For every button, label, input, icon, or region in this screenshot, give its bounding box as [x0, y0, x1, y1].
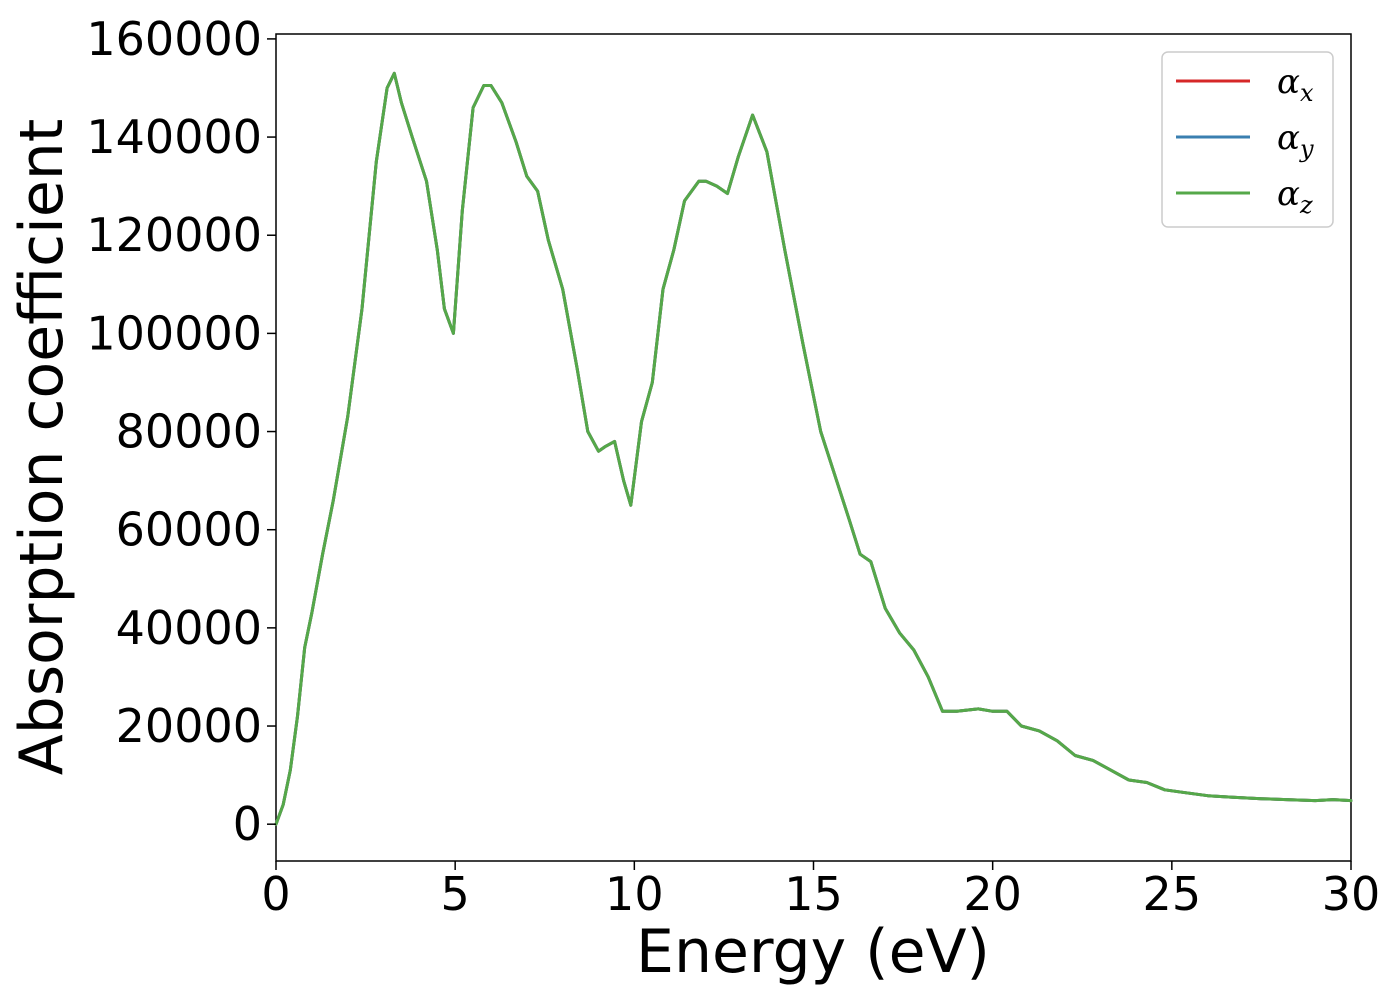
- series-line-2: [274, 71, 1353, 826]
- y-tick-label: 100000: [86, 306, 262, 360]
- y-tick-label: 120000: [86, 208, 262, 262]
- x-axis: 0 5 10 15 20 25 30: [261, 861, 1380, 921]
- legend-entries: αx αy αz: [1176, 62, 1314, 219]
- y-axis: 0 20000 40000 60000 80000 100000 120000 140000 1…: [86, 12, 276, 851]
- legend-box: [1161, 51, 1334, 228]
- y-axis-label: Absorption coefficient: [7, 119, 77, 776]
- y-tick-label: 40000: [116, 601, 262, 655]
- x-tick-label: 15: [784, 867, 843, 921]
- series-layer: [274, 71, 1353, 826]
- y-tick-label: 140000: [86, 110, 262, 164]
- y-tick-label: 60000: [116, 503, 262, 557]
- legend-label-y: αy: [1277, 118, 1314, 163]
- x-tick-label: 0: [261, 867, 290, 921]
- x-tick-label: 10: [605, 867, 664, 921]
- x-tick-label: 30: [1322, 867, 1381, 921]
- y-tick-label: 160000: [86, 12, 262, 66]
- y-tick-label: 20000: [116, 699, 262, 753]
- x-axis-label: Energy (eV): [636, 917, 990, 987]
- x-tick-label: 5: [441, 867, 470, 921]
- legend-label-z: αz: [1277, 174, 1313, 219]
- y-tick-label: 80000: [116, 405, 262, 459]
- x-tick-label: 20: [963, 867, 1022, 921]
- y-tick-label: 0: [233, 797, 262, 851]
- legend-label-x: αx: [1277, 62, 1314, 107]
- x-tick-label: 25: [1143, 867, 1202, 921]
- legend: αx αy αz: [1161, 51, 1334, 228]
